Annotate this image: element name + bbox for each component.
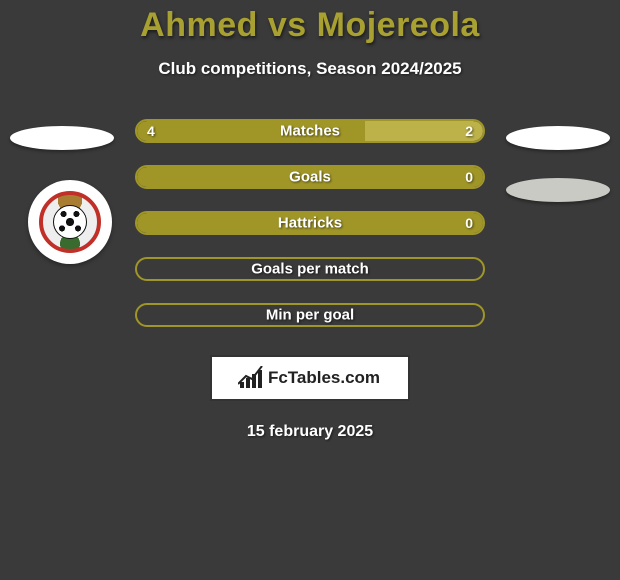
stat-row: Hattricks 0: [135, 211, 485, 235]
bar-chart-icon: [240, 368, 262, 388]
title-sep: vs: [268, 6, 307, 44]
title-left: Ahmed: [140, 6, 258, 44]
stat-row: Goals per match: [135, 257, 485, 281]
stat-label: Goals: [289, 169, 331, 186]
subtitle: Club competitions, Season 2024/2025: [0, 59, 620, 79]
stat-label: Hattricks: [278, 215, 342, 232]
stat-right-value: 2: [465, 123, 473, 139]
page-root: Ahmed vs Mojereola Club competitions, Se…: [0, 0, 620, 441]
stat-label: Min per goal: [266, 307, 354, 324]
stat-label: Goals per match: [251, 261, 369, 278]
player-left-club-badge: [28, 180, 112, 264]
player-right-club-placeholder: [506, 178, 610, 202]
stat-left-value: 4: [147, 123, 155, 139]
brand-box[interactable]: FcTables.com: [210, 355, 410, 401]
soccer-ball-icon: [53, 205, 87, 239]
title-right: Mojereola: [317, 6, 480, 44]
stat-row: Min per goal: [135, 303, 485, 327]
stat-right-value: 0: [465, 169, 473, 185]
page-title: Ahmed vs Mojereola: [0, 6, 620, 45]
club-badge-icon: [39, 191, 101, 253]
stat-right-value: 0: [465, 215, 473, 231]
stat-row: Matches 4 2: [135, 119, 485, 143]
player-right-flag-placeholder: [506, 126, 610, 150]
stat-row: Goals 0: [135, 165, 485, 189]
date-text: 15 february 2025: [0, 423, 620, 441]
player-left-flag-placeholder: [10, 126, 114, 150]
brand-text: FcTables.com: [268, 368, 380, 388]
stat-label: Matches: [280, 123, 340, 140]
